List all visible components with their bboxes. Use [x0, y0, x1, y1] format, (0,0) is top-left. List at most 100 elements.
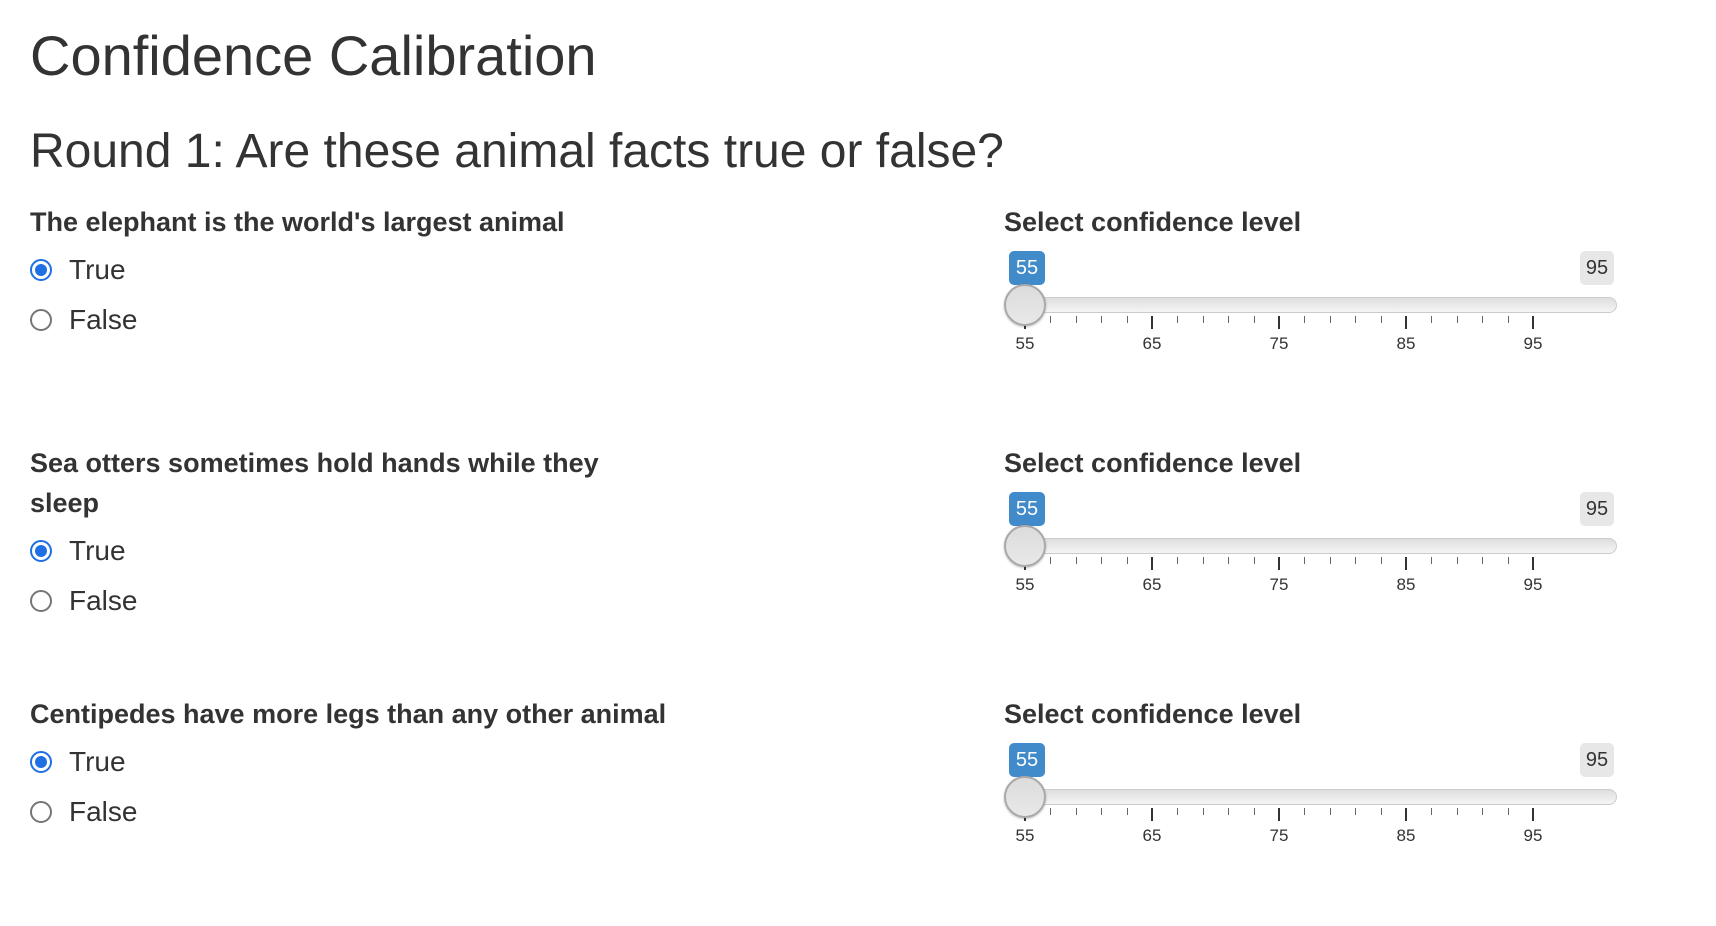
minor-tick [1228, 808, 1230, 815]
minor-tick [1304, 808, 1306, 815]
radio-option-false[interactable]: False [30, 576, 670, 626]
major-tick [1405, 557, 1407, 570]
question-3-text: Centipedes have more legs than any other… [30, 699, 667, 729]
question-1: The elephant is the world's largest anim… [30, 202, 670, 345]
slider-value-badge: 55 [1009, 251, 1045, 285]
tick-label: 95 [1523, 826, 1543, 845]
tick-label: 55 [1015, 334, 1035, 353]
minor-tick [1228, 316, 1230, 323]
slider-track[interactable] [1026, 789, 1617, 805]
slider-track[interactable] [1026, 538, 1617, 554]
minor-tick [1507, 808, 1509, 815]
radio-button-false[interactable] [30, 590, 52, 612]
minor-tick [1456, 557, 1458, 564]
radio-button-true[interactable] [30, 751, 52, 773]
minor-tick [1507, 557, 1509, 564]
radio-label-true: True [69, 535, 126, 566]
major-tick [1278, 808, 1280, 821]
minor-tick [1355, 557, 1357, 564]
major-tick [1151, 808, 1153, 821]
radio-button-false[interactable] [30, 309, 52, 331]
tick-label: 55 [1015, 575, 1035, 594]
minor-tick [1456, 808, 1458, 815]
question-2-text: Sea otters sometimes hold hands while th… [30, 448, 599, 518]
major-tick [1278, 316, 1280, 329]
confidence-slider-1: Select confidence level 55 95 55 65 75 85 95 [1004, 202, 1624, 382]
radio-label-true: True [69, 254, 126, 285]
radio-option-false[interactable]: False [30, 295, 670, 345]
minor-tick [1126, 808, 1128, 815]
round-title: Round 1: Are these animal facts true or … [30, 125, 1004, 178]
minor-tick [1075, 316, 1077, 323]
minor-tick [1050, 557, 1052, 564]
radio-option-true[interactable]: True [30, 526, 670, 576]
radio-option-false[interactable]: False [30, 787, 670, 837]
minor-tick [1507, 316, 1509, 323]
slider-handle[interactable] [1004, 284, 1046, 326]
minor-tick [1304, 316, 1306, 323]
major-tick [1532, 316, 1534, 329]
radio-label-false: False [69, 585, 138, 616]
major-tick [1151, 316, 1153, 329]
radio-button-true[interactable] [30, 540, 52, 562]
slider-max-badge: 95 [1580, 743, 1614, 777]
slider-label: Select confidence level [1004, 207, 1302, 237]
minor-tick [1050, 808, 1052, 815]
minor-tick [1228, 557, 1230, 564]
radio-option-true[interactable]: True [30, 737, 670, 787]
minor-tick [1329, 557, 1331, 564]
tick-label: 85 [1396, 826, 1416, 845]
tick-label: 95 [1523, 334, 1543, 353]
minor-tick [1380, 316, 1382, 323]
tick-label: 85 [1396, 575, 1416, 594]
radio-label-true: True [69, 746, 126, 777]
radio-option-true[interactable]: True [30, 245, 670, 295]
slider-label: Select confidence level [1004, 699, 1302, 729]
tick-label: 55 [1015, 826, 1035, 845]
minor-tick [1329, 316, 1331, 323]
minor-tick [1431, 808, 1433, 815]
minor-tick [1380, 557, 1382, 564]
radio-label-false: False [69, 796, 138, 827]
slider-handle[interactable] [1004, 525, 1046, 567]
minor-tick [1126, 316, 1128, 323]
major-tick [1532, 557, 1534, 570]
minor-tick [1177, 557, 1179, 564]
minor-tick [1075, 557, 1077, 564]
minor-tick [1431, 316, 1433, 323]
page-title: Confidence Calibration [30, 24, 597, 87]
minor-tick [1380, 808, 1382, 815]
slider-max-badge: 95 [1580, 251, 1614, 285]
minor-tick [1202, 808, 1204, 815]
minor-tick [1355, 316, 1357, 323]
major-tick [1532, 808, 1534, 821]
minor-tick [1101, 557, 1103, 564]
minor-tick [1329, 808, 1331, 815]
question-3: Centipedes have more legs than any other… [30, 694, 670, 837]
minor-tick [1177, 316, 1179, 323]
major-tick [1278, 557, 1280, 570]
major-tick [1151, 557, 1153, 570]
major-tick [1405, 316, 1407, 329]
radio-button-false[interactable] [30, 801, 52, 823]
minor-tick [1482, 316, 1484, 323]
minor-tick [1431, 557, 1433, 564]
minor-tick [1050, 316, 1052, 323]
minor-tick [1253, 808, 1255, 815]
slider-value-badge: 55 [1009, 743, 1045, 777]
tick-label: 95 [1523, 575, 1543, 594]
tick-label: 75 [1269, 334, 1289, 353]
minor-tick [1177, 808, 1179, 815]
tick-label: 85 [1396, 334, 1416, 353]
radio-button-true[interactable] [30, 259, 52, 281]
minor-tick [1304, 557, 1306, 564]
confidence-slider-3: Select confidence level 55 95 55 65 75 85 95 [1004, 694, 1624, 874]
minor-tick [1253, 557, 1255, 564]
slider-handle[interactable] [1004, 776, 1046, 818]
slider-track[interactable] [1026, 297, 1617, 313]
minor-tick [1126, 557, 1128, 564]
major-tick [1405, 808, 1407, 821]
minor-tick [1482, 557, 1484, 564]
question-1-text: The elephant is the world's largest anim… [30, 207, 565, 237]
minor-tick [1075, 808, 1077, 815]
